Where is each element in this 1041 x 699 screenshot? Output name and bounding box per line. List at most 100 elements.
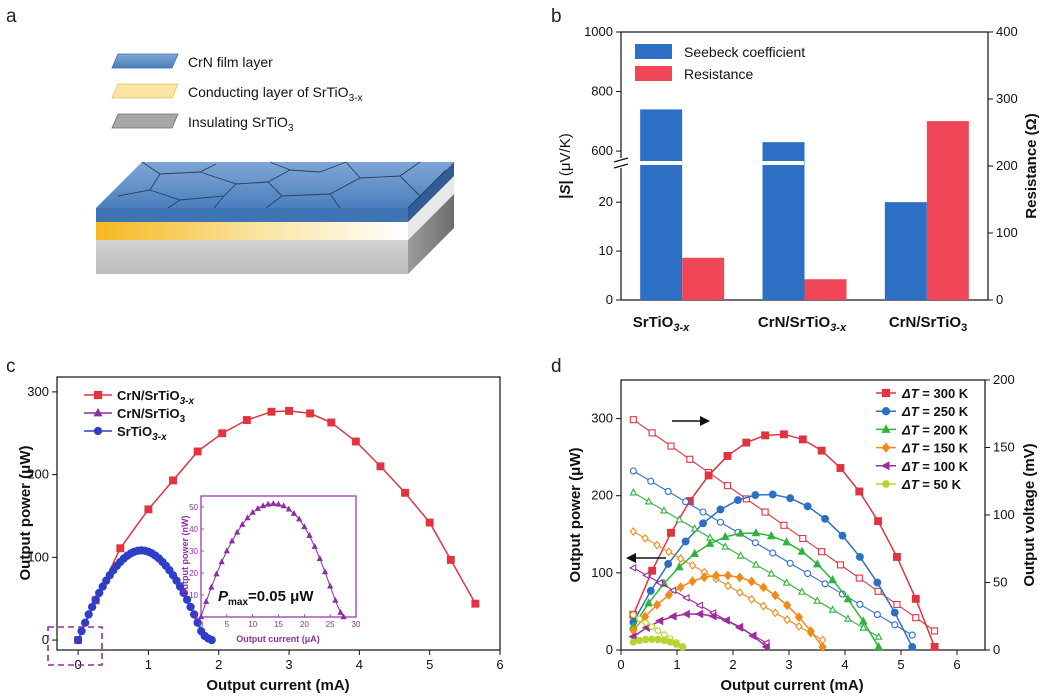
inset-y-tick-label: 40 bbox=[189, 525, 198, 534]
voltage-point bbox=[635, 615, 644, 622]
inset-y-tick-label: 20 bbox=[189, 569, 198, 578]
voltage-point bbox=[780, 521, 788, 529]
panel-a-schematic: CrN film layer Conducting layer of SrTiO… bbox=[96, 53, 454, 274]
inset-x-tick-label: 25 bbox=[326, 620, 335, 629]
voltage-point bbox=[798, 587, 806, 595]
power-point bbox=[664, 590, 673, 600]
legend-delta: Δ bbox=[901, 477, 911, 492]
voltage-point bbox=[668, 586, 677, 595]
power-point bbox=[735, 572, 744, 583]
legend-crn-label: CrN film layer bbox=[188, 54, 273, 70]
resistance-bar bbox=[926, 121, 969, 300]
inset-data-point bbox=[249, 508, 256, 515]
y-tick-label-left: 600 bbox=[591, 143, 613, 158]
y-tick-label-right: 200 bbox=[996, 158, 1018, 173]
legend-marker bbox=[93, 390, 103, 400]
inset-plot: 0 5 10 15 20 25 30 0 10 20 30 40 50 bbox=[189, 500, 361, 629]
voltage-point bbox=[828, 605, 837, 613]
power-point bbox=[798, 435, 807, 444]
power-point bbox=[911, 594, 920, 603]
inset-data-point bbox=[203, 597, 210, 604]
legend-delta: Δ bbox=[901, 404, 911, 419]
voltage-point bbox=[688, 560, 697, 570]
voltage-point bbox=[891, 621, 899, 629]
voltage-point bbox=[682, 593, 690, 602]
y-tick-label-right: 50 bbox=[993, 575, 1007, 590]
power-point bbox=[712, 570, 721, 581]
y-tick-label: 100 bbox=[27, 549, 49, 564]
inset-data-point bbox=[340, 613, 347, 620]
legend-marker bbox=[881, 407, 891, 416]
legend-conducting-label: Conducting layer of SrTiO3-x bbox=[188, 84, 362, 104]
power-point bbox=[723, 451, 732, 460]
inset-data-point bbox=[197, 613, 205, 620]
voltage-point bbox=[667, 442, 675, 450]
y-tick-label: 200 bbox=[27, 467, 49, 482]
voltage-point bbox=[767, 569, 776, 577]
axis-break-gap bbox=[615, 158, 627, 168]
voltage-point bbox=[893, 600, 901, 609]
voltage-point bbox=[912, 614, 920, 622]
power-point bbox=[817, 446, 826, 455]
power-point bbox=[873, 578, 882, 587]
inset-data-point bbox=[239, 520, 246, 527]
axis-break-mark bbox=[613, 157, 629, 163]
voltage-point bbox=[782, 578, 791, 586]
legend-seebeck-label: Seebeck coefficient bbox=[684, 44, 805, 60]
insulating-side bbox=[408, 194, 454, 274]
legend-marker bbox=[880, 461, 890, 471]
voltage-point bbox=[874, 632, 883, 640]
data-point bbox=[116, 544, 125, 553]
crn-swatch bbox=[111, 53, 179, 69]
y-tick-label-left: 20 bbox=[599, 194, 613, 209]
voltage-point bbox=[660, 506, 668, 514]
inset-x-axis-title: Output current (μA) bbox=[236, 634, 320, 644]
x-axis-title: Output current (mA) bbox=[206, 677, 349, 694]
x-tick-label: 4 bbox=[356, 657, 363, 672]
arrow-left-power bbox=[626, 553, 666, 563]
voltage-point bbox=[629, 416, 637, 424]
power-point bbox=[708, 611, 717, 621]
inset-data-point bbox=[259, 502, 267, 509]
data-point bbox=[207, 635, 216, 645]
power-point bbox=[797, 546, 807, 555]
x-tick-label: 3 bbox=[285, 657, 292, 672]
legend-delta: Δ bbox=[901, 441, 911, 456]
data-point bbox=[242, 416, 251, 424]
power-point bbox=[629, 638, 638, 646]
panel-letter-c: c bbox=[6, 356, 16, 377]
y-tick-label-right: 150 bbox=[993, 440, 1015, 455]
power-point bbox=[681, 537, 690, 546]
power-point bbox=[761, 431, 770, 440]
y-tick-label-right: 0 bbox=[993, 642, 1000, 657]
data-point bbox=[193, 618, 202, 627]
voltage-point bbox=[813, 596, 822, 604]
y-tick-label-left: 1000 bbox=[584, 24, 613, 39]
y-axis-title-right: Resistance (Ω) bbox=[1023, 113, 1040, 218]
arrow-right-voltage bbox=[672, 416, 710, 426]
panel-letter-a: a bbox=[6, 6, 17, 27]
power-point bbox=[821, 514, 829, 523]
x-tick-label: 0 bbox=[617, 657, 624, 672]
power-point bbox=[858, 616, 868, 625]
power-point bbox=[733, 496, 742, 505]
data-point bbox=[91, 595, 100, 604]
data-point bbox=[179, 588, 188, 598]
data-point bbox=[80, 618, 90, 627]
power-point bbox=[704, 471, 713, 480]
voltage-point bbox=[747, 594, 756, 604]
power-point bbox=[782, 537, 791, 546]
data-point bbox=[84, 610, 93, 619]
power-point bbox=[768, 490, 777, 499]
inset-y-tick-label: 30 bbox=[189, 547, 198, 556]
inset-x-tick-label: 10 bbox=[248, 620, 257, 629]
power-point bbox=[678, 643, 687, 651]
legend: ΔT = 300 KΔT = 250 KΔT = 200 KΔT = 150 K… bbox=[876, 386, 969, 492]
inset-data-point bbox=[311, 542, 318, 549]
panel-b-bar-chart: 0 10 20 600 800 1000 0 100 200 300 400 Seebeck coe… bbox=[557, 24, 1040, 334]
seebeck-bar bbox=[762, 142, 805, 300]
voltage-point bbox=[786, 559, 794, 567]
data-point bbox=[218, 429, 227, 438]
power-point bbox=[780, 430, 788, 439]
